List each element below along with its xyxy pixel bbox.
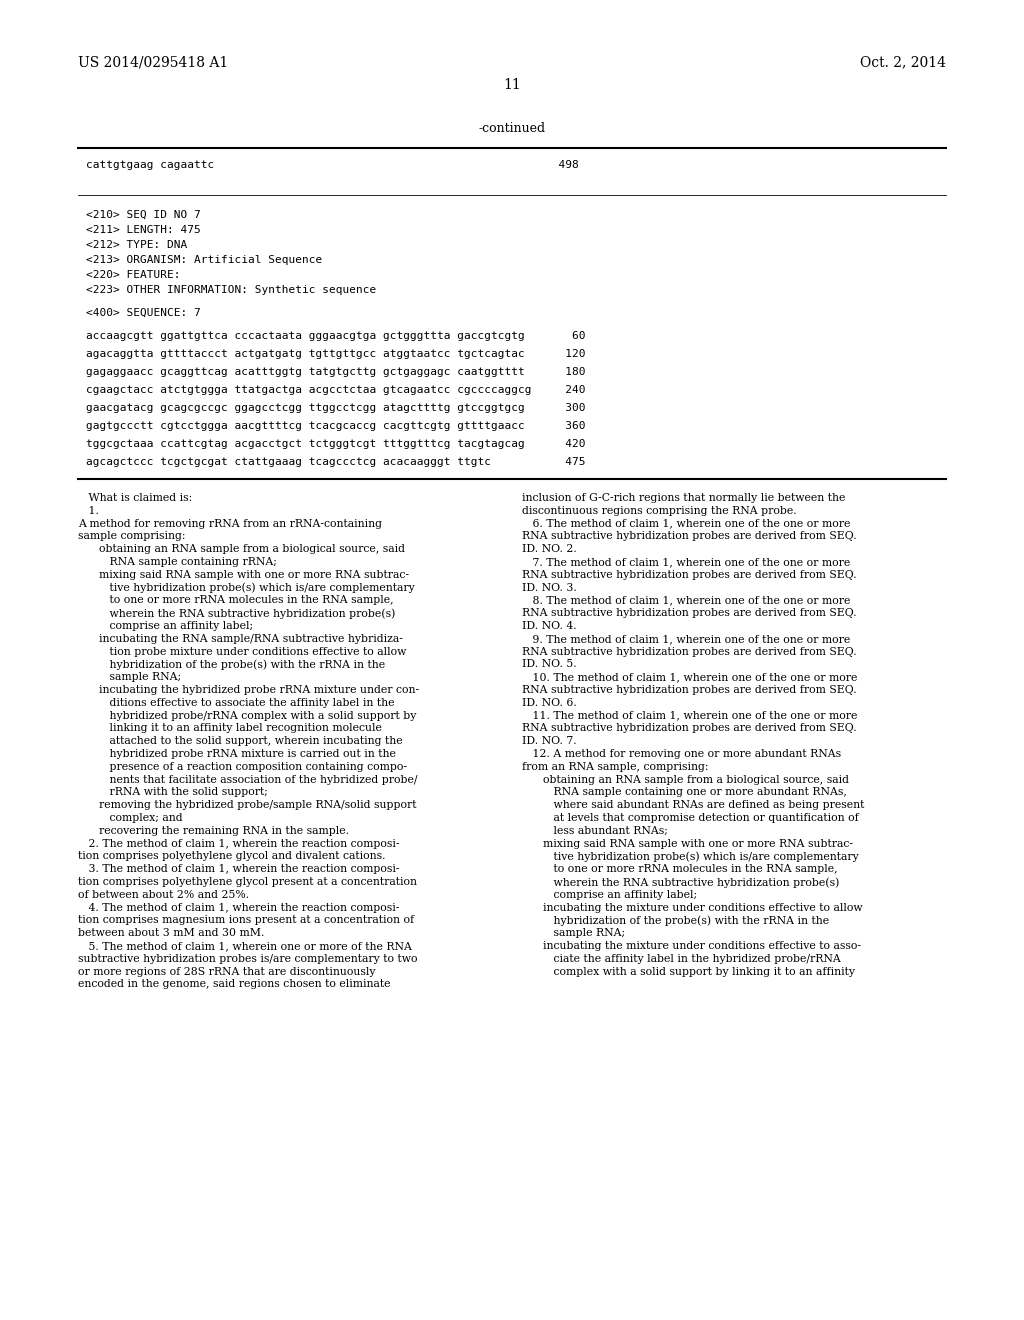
Text: tion comprises polyethylene glycol and divalent cations.: tion comprises polyethylene glycol and d… bbox=[78, 851, 385, 862]
Text: incubating the hybridized probe rRNA mixture under con-: incubating the hybridized probe rRNA mix… bbox=[78, 685, 419, 696]
Text: 12. A method for removing one or more abundant RNAs: 12. A method for removing one or more ab… bbox=[522, 748, 841, 759]
Text: <210> SEQ ID NO 7: <210> SEQ ID NO 7 bbox=[86, 210, 201, 220]
Text: 10. The method of claim 1, wherein one of the one or more: 10. The method of claim 1, wherein one o… bbox=[522, 672, 857, 682]
Text: 7. The method of claim 1, wherein one of the one or more: 7. The method of claim 1, wherein one of… bbox=[522, 557, 850, 568]
Text: <211> LENGTH: 475: <211> LENGTH: 475 bbox=[86, 224, 201, 235]
Text: ciate the affinity label in the hybridized probe/rRNA: ciate the affinity label in the hybridiz… bbox=[522, 954, 841, 964]
Text: sample comprising:: sample comprising: bbox=[78, 532, 185, 541]
Text: attached to the solid support, wherein incubating the: attached to the solid support, wherein i… bbox=[78, 737, 402, 746]
Text: obtaining an RNA sample from a biological source, said: obtaining an RNA sample from a biologica… bbox=[522, 775, 849, 784]
Text: tion comprises magnesium ions present at a concentration of: tion comprises magnesium ions present at… bbox=[78, 915, 414, 925]
Text: Oct. 2, 2014: Oct. 2, 2014 bbox=[860, 55, 946, 69]
Text: incubating the mixture under conditions effective to allow: incubating the mixture under conditions … bbox=[522, 903, 862, 912]
Text: less abundant RNAs;: less abundant RNAs; bbox=[522, 826, 668, 836]
Text: RNA subtractive hybridization probes are derived from SEQ.: RNA subtractive hybridization probes are… bbox=[522, 685, 857, 696]
Text: or more regions of 28S rRNA that are discontinuously: or more regions of 28S rRNA that are dis… bbox=[78, 966, 376, 977]
Text: between about 3 mM and 30 mM.: between about 3 mM and 30 mM. bbox=[78, 928, 264, 939]
Text: to one or more rRNA molecules in the RNA sample,: to one or more rRNA molecules in the RNA… bbox=[522, 865, 838, 874]
Text: tive hybridization probe(s) which is/are complementary: tive hybridization probe(s) which is/are… bbox=[78, 582, 415, 593]
Text: accaagcgtt ggattgttca cccactaata gggaacgtga gctgggttta gaccgtcgtg       60: accaagcgtt ggattgttca cccactaata gggaacg… bbox=[86, 331, 586, 341]
Text: ID. NO. 5.: ID. NO. 5. bbox=[522, 660, 577, 669]
Text: 3. The method of claim 1, wherein the reaction composi-: 3. The method of claim 1, wherein the re… bbox=[78, 865, 399, 874]
Text: incubating the mixture under conditions effective to asso-: incubating the mixture under conditions … bbox=[522, 941, 861, 950]
Text: ID. NO. 4.: ID. NO. 4. bbox=[522, 620, 577, 631]
Text: hybridized probe/rRNA complex with a solid support by: hybridized probe/rRNA complex with a sol… bbox=[78, 710, 417, 721]
Text: gagaggaacc gcaggttcag acatttggtg tatgtgcttg gctgaggagc caatggtttt      180: gagaggaacc gcaggttcag acatttggtg tatgtgc… bbox=[86, 367, 586, 378]
Text: RNA subtractive hybridization probes are derived from SEQ.: RNA subtractive hybridization probes are… bbox=[522, 532, 857, 541]
Text: 11: 11 bbox=[503, 78, 521, 92]
Text: complex; and: complex; and bbox=[78, 813, 182, 822]
Text: gaacgatacg gcagcgccgc ggagcctcgg ttggcctcgg atagcttttg gtccggtgcg      300: gaacgatacg gcagcgccgc ggagcctcgg ttggcct… bbox=[86, 403, 586, 413]
Text: encoded in the genome, said regions chosen to eliminate: encoded in the genome, said regions chos… bbox=[78, 979, 390, 990]
Text: at levels that compromise detection or quantification of: at levels that compromise detection or q… bbox=[522, 813, 859, 822]
Text: linking it to an affinity label recognition molecule: linking it to an affinity label recognit… bbox=[78, 723, 382, 734]
Text: tggcgctaaa ccattcgtag acgacctgct tctgggtcgt tttggtttcg tacgtagcag      420: tggcgctaaa ccattcgtag acgacctgct tctgggt… bbox=[86, 440, 586, 449]
Text: obtaining an RNA sample from a biological source, said: obtaining an RNA sample from a biologica… bbox=[78, 544, 406, 554]
Text: tion comprises polyethylene glycol present at a concentration: tion comprises polyethylene glycol prese… bbox=[78, 876, 417, 887]
Text: incubating the RNA sample/RNA subtractive hybridiza-: incubating the RNA sample/RNA subtractiv… bbox=[78, 634, 402, 644]
Text: ditions effective to associate the affinity label in the: ditions effective to associate the affin… bbox=[78, 698, 394, 708]
Text: <223> OTHER INFORMATION: Synthetic sequence: <223> OTHER INFORMATION: Synthetic seque… bbox=[86, 285, 376, 294]
Text: <400> SEQUENCE: 7: <400> SEQUENCE: 7 bbox=[86, 308, 201, 318]
Text: agcagctccc tcgctgcgat ctattgaaag tcagccctcg acacaagggt ttgtc           475: agcagctccc tcgctgcgat ctattgaaag tcagccc… bbox=[86, 457, 586, 467]
Text: <213> ORGANISM: Artificial Sequence: <213> ORGANISM: Artificial Sequence bbox=[86, 255, 323, 265]
Text: hybridized probe rRNA mixture is carried out in the: hybridized probe rRNA mixture is carried… bbox=[78, 748, 396, 759]
Text: 8. The method of claim 1, wherein one of the one or more: 8. The method of claim 1, wherein one of… bbox=[522, 595, 850, 606]
Text: presence of a reaction composition containing compo-: presence of a reaction composition conta… bbox=[78, 762, 407, 772]
Text: tive hybridization probe(s) which is/are complementary: tive hybridization probe(s) which is/are… bbox=[522, 851, 859, 862]
Text: cattgtgaag cagaattc                                                   498: cattgtgaag cagaattc 498 bbox=[86, 160, 579, 170]
Text: rRNA with the solid support;: rRNA with the solid support; bbox=[78, 788, 268, 797]
Text: <212> TYPE: DNA: <212> TYPE: DNA bbox=[86, 240, 187, 249]
Text: mixing said RNA sample with one or more RNA subtrac-: mixing said RNA sample with one or more … bbox=[522, 838, 853, 849]
Text: US 2014/0295418 A1: US 2014/0295418 A1 bbox=[78, 55, 228, 69]
Text: gagtgccctt cgtcctggga aacgttttcg tcacgcaccg cacgttcgtg gttttgaacc      360: gagtgccctt cgtcctggga aacgttttcg tcacgca… bbox=[86, 421, 586, 432]
Text: of between about 2% and 25%.: of between about 2% and 25%. bbox=[78, 890, 249, 900]
Text: <220> FEATURE:: <220> FEATURE: bbox=[86, 271, 180, 280]
Text: wherein the RNA subtractive hybridization probe(s): wherein the RNA subtractive hybridizatio… bbox=[522, 876, 840, 887]
Text: agacaggtta gttttaccct actgatgatg tgttgttgcc atggtaatcc tgctcagtac      120: agacaggtta gttttaccct actgatgatg tgttgtt… bbox=[86, 348, 586, 359]
Text: discontinuous regions comprising the RNA probe.: discontinuous regions comprising the RNA… bbox=[522, 506, 797, 516]
Text: 11. The method of claim 1, wherein one of the one or more: 11. The method of claim 1, wherein one o… bbox=[522, 710, 857, 721]
Text: tion probe mixture under conditions effective to allow: tion probe mixture under conditions effe… bbox=[78, 647, 407, 656]
Text: nents that facilitate association of the hybridized probe/: nents that facilitate association of the… bbox=[78, 775, 418, 784]
Text: 6. The method of claim 1, wherein one of the one or more: 6. The method of claim 1, wherein one of… bbox=[522, 519, 850, 528]
Text: complex with a solid support by linking it to an affinity: complex with a solid support by linking … bbox=[522, 966, 855, 977]
Text: What is claimed is:: What is claimed is: bbox=[78, 492, 193, 503]
Text: 9. The method of claim 1, wherein one of the one or more: 9. The method of claim 1, wherein one of… bbox=[522, 634, 850, 644]
Text: removing the hybridized probe/sample RNA/solid support: removing the hybridized probe/sample RNA… bbox=[78, 800, 417, 810]
Text: -continued: -continued bbox=[478, 121, 546, 135]
Text: mixing said RNA sample with one or more RNA subtrac-: mixing said RNA sample with one or more … bbox=[78, 570, 409, 579]
Text: RNA subtractive hybridization probes are derived from SEQ.: RNA subtractive hybridization probes are… bbox=[522, 570, 857, 579]
Text: comprise an affinity label;: comprise an affinity label; bbox=[78, 620, 253, 631]
Text: 2. The method of claim 1, wherein the reaction composi-: 2. The method of claim 1, wherein the re… bbox=[78, 838, 399, 849]
Text: recovering the remaining RNA in the sample.: recovering the remaining RNA in the samp… bbox=[78, 826, 349, 836]
Text: A method for removing rRNA from an rRNA-containing: A method for removing rRNA from an rRNA-… bbox=[78, 519, 382, 528]
Text: subtractive hybridization probes is/are complementary to two: subtractive hybridization probes is/are … bbox=[78, 954, 418, 964]
Text: ID. NO. 6.: ID. NO. 6. bbox=[522, 698, 577, 708]
Text: RNA sample containing one or more abundant RNAs,: RNA sample containing one or more abunda… bbox=[522, 788, 847, 797]
Text: inclusion of G-C-rich regions that normally lie between the: inclusion of G-C-rich regions that norma… bbox=[522, 492, 846, 503]
Text: hybridization of the probe(s) with the rRNA in the: hybridization of the probe(s) with the r… bbox=[78, 660, 385, 671]
Text: RNA subtractive hybridization probes are derived from SEQ.: RNA subtractive hybridization probes are… bbox=[522, 723, 857, 734]
Text: RNA subtractive hybridization probes are derived from SEQ.: RNA subtractive hybridization probes are… bbox=[522, 647, 857, 656]
Text: from an RNA sample, comprising:: from an RNA sample, comprising: bbox=[522, 762, 709, 772]
Text: ID. NO. 3.: ID. NO. 3. bbox=[522, 582, 577, 593]
Text: cgaagctacc atctgtggga ttatgactga acgcctctaa gtcagaatcc cgccccaggcg     240: cgaagctacc atctgtggga ttatgactga acgcctc… bbox=[86, 385, 586, 395]
Text: where said abundant RNAs are defined as being present: where said abundant RNAs are defined as … bbox=[522, 800, 864, 810]
Text: sample RNA;: sample RNA; bbox=[522, 928, 625, 939]
Text: comprise an affinity label;: comprise an affinity label; bbox=[522, 890, 697, 900]
Text: ID. NO. 2.: ID. NO. 2. bbox=[522, 544, 577, 554]
Text: hybridization of the probe(s) with the rRNA in the: hybridization of the probe(s) with the r… bbox=[522, 915, 829, 925]
Text: to one or more rRNA molecules in the RNA sample,: to one or more rRNA molecules in the RNA… bbox=[78, 595, 393, 606]
Text: wherein the RNA subtractive hybridization probe(s): wherein the RNA subtractive hybridizatio… bbox=[78, 609, 395, 619]
Text: RNA sample containing rRNA;: RNA sample containing rRNA; bbox=[78, 557, 276, 568]
Text: RNA subtractive hybridization probes are derived from SEQ.: RNA subtractive hybridization probes are… bbox=[522, 609, 857, 618]
Text: ID. NO. 7.: ID. NO. 7. bbox=[522, 737, 577, 746]
Text: sample RNA;: sample RNA; bbox=[78, 672, 181, 682]
Text: 5. The method of claim 1, wherein one or more of the RNA: 5. The method of claim 1, wherein one or… bbox=[78, 941, 412, 950]
Text: 4. The method of claim 1, wherein the reaction composi-: 4. The method of claim 1, wherein the re… bbox=[78, 903, 399, 912]
Text: 1.: 1. bbox=[78, 506, 102, 516]
